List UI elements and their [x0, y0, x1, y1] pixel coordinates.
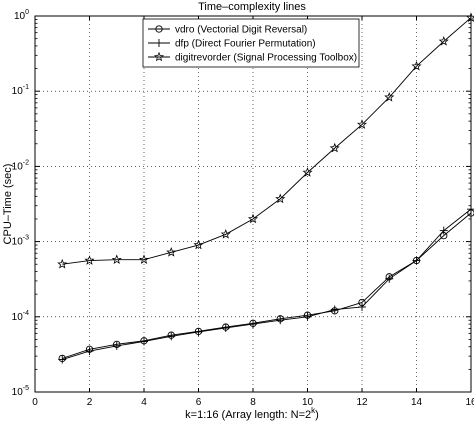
data-point-plus	[58, 355, 67, 364]
data-point-star	[384, 91, 395, 102]
legend-label-plus: dfp (Direct Fourier Permutation)	[175, 39, 316, 50]
y-tick-label: 10-4	[12, 310, 29, 323]
data-point-plus	[194, 327, 203, 336]
series-line-plus	[62, 208, 472, 360]
data-point-star	[57, 258, 68, 269]
data-point-plus	[167, 332, 176, 341]
legend-marker-plus	[155, 39, 163, 47]
chart-title: Time–complexity lines	[198, 1, 306, 13]
y-tick-label: 10-5	[12, 385, 29, 398]
series-plus	[58, 205, 474, 364]
data-point-plus	[140, 337, 148, 346]
data-point-plus	[358, 302, 366, 311]
x-axis-title-sup: k	[311, 406, 316, 415]
data-point-plus	[412, 256, 421, 265]
y-tick-exp: 0	[25, 9, 29, 16]
y-tick-exp: -4	[23, 310, 29, 317]
data-point-star	[111, 254, 122, 264]
y-tick-base: 10	[12, 161, 24, 172]
y-tick-base: 10	[12, 86, 24, 97]
data-point-plus	[330, 305, 339, 314]
data-point-star	[220, 228, 231, 239]
data-point-star	[465, 12, 474, 22]
x-tick-label: 10	[302, 397, 314, 408]
data-point-star	[138, 254, 150, 264]
y-tick-exp: -3	[23, 235, 29, 242]
grid	[35, 16, 471, 392]
data-point-star	[275, 193, 286, 204]
y-tick-label: 10-2	[12, 159, 29, 172]
data-point-plus	[112, 341, 121, 350]
data-point-plus	[276, 316, 285, 325]
data-point-star	[193, 239, 204, 250]
y-tick-exp: -2	[23, 159, 29, 166]
data-point-star	[166, 247, 177, 257]
legend-label-circle: vdro (Vectorial Digit Reversal)	[175, 25, 307, 36]
x-tick-label: 14	[411, 397, 423, 408]
y-tick-base: 10	[14, 11, 26, 22]
x-tick-label: 8	[250, 397, 256, 408]
series-line-star	[62, 17, 472, 265]
y-tick-exp: -1	[23, 84, 29, 91]
x-tick-labels: 0 2 4 6 8 10 12 14 16	[32, 397, 474, 408]
x-tick-label: 12	[356, 397, 368, 408]
legend-marker-circle	[155, 25, 163, 33]
y-axis-title: CPU–Time (sec)	[2, 164, 14, 245]
series-layer	[57, 12, 474, 364]
x-axis-title-close: )	[315, 409, 319, 421]
data-point-plus	[385, 274, 394, 283]
y-tick-label: 100	[14, 9, 29, 22]
data-point-star	[438, 36, 449, 46]
y-tick-label: 10-1	[12, 84, 29, 97]
x-tick-label: 6	[196, 397, 202, 408]
legend-label-star: digitrevorder (Signal Processing Toolbox…	[175, 53, 357, 64]
data-point-plus	[221, 323, 230, 332]
x-tick-label: 4	[141, 397, 147, 408]
y-tick-label: 10-3	[12, 235, 29, 248]
x-tick-label: 2	[87, 397, 93, 408]
data-point-plus	[303, 312, 312, 321]
data-point-star	[84, 255, 95, 265]
y-tick-base: 10	[12, 312, 24, 323]
x-axis-title-main: k=1:16 (Array length: N=2	[185, 409, 311, 421]
legend-box	[142, 18, 360, 68]
data-point-star	[302, 167, 313, 177]
data-point-star	[247, 213, 259, 224]
series-star	[57, 12, 474, 269]
legend-marker-star	[153, 51, 165, 62]
data-point-plus	[439, 226, 448, 235]
data-point-plus	[249, 320, 257, 329]
y-tick-exp: -5	[23, 385, 29, 392]
series-circle	[58, 209, 474, 363]
legend: vdro (Vectorial Digit Reversal) dfp (Dire…	[142, 18, 360, 68]
x-tick-label: 16	[465, 397, 474, 408]
x-tick-label: 0	[32, 397, 38, 408]
y-tick-base: 10	[12, 387, 24, 398]
data-point-star	[356, 119, 368, 129]
data-point-star	[411, 60, 422, 71]
data-point-plus	[85, 347, 94, 356]
data-point-star	[329, 142, 340, 153]
y-tick-base: 10	[12, 237, 24, 248]
series-line-circle	[62, 212, 472, 359]
x-axis-title: k=1:16 (Array length: N=2k)	[185, 406, 319, 421]
